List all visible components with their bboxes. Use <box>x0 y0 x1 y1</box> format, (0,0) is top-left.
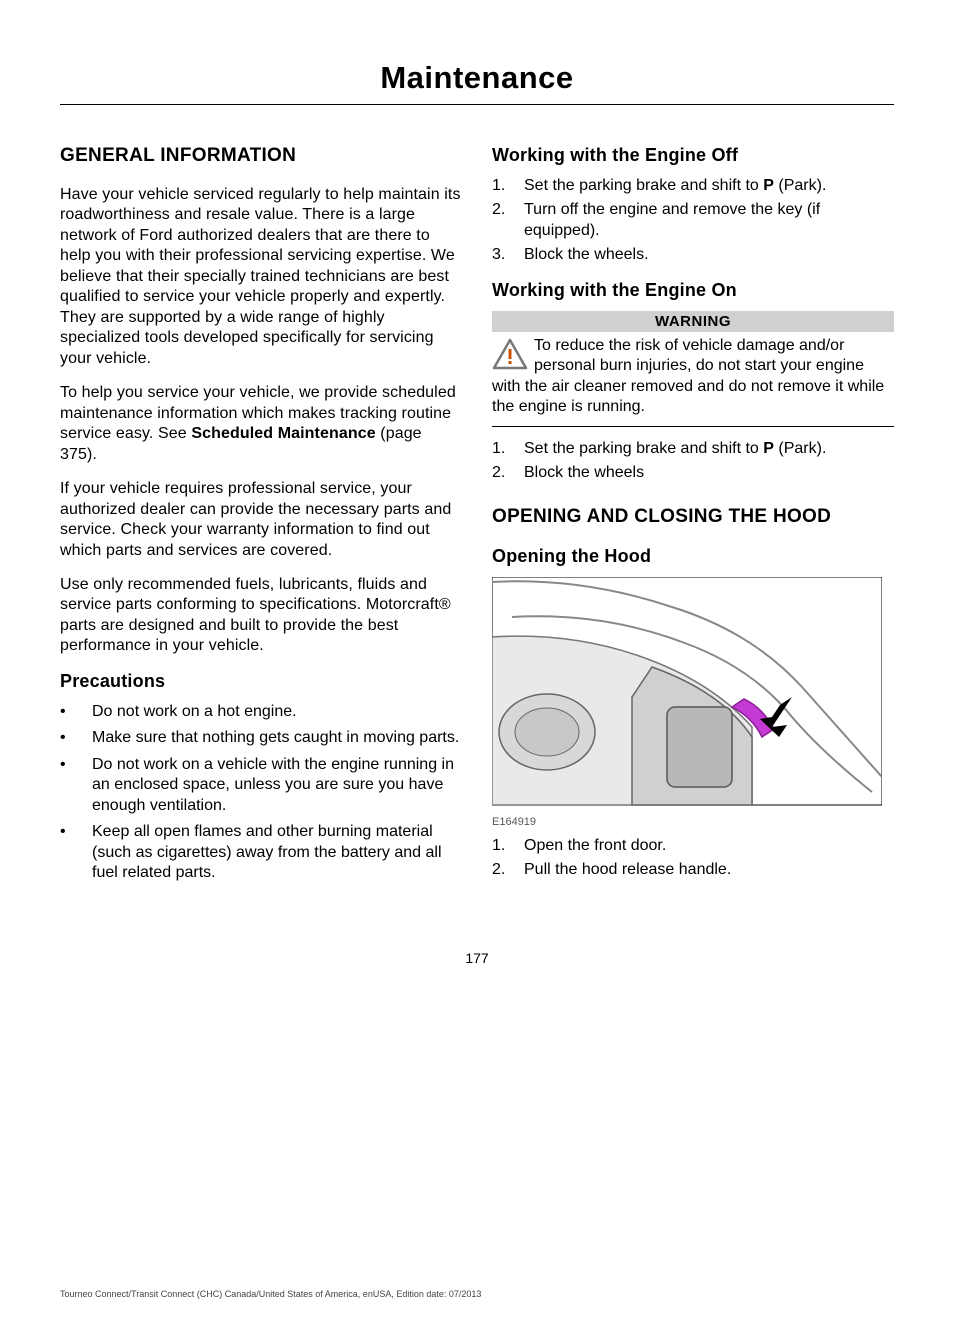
figure-id: E164919 <box>492 816 894 828</box>
warning-body: To reduce the risk of vehicle damage and… <box>492 332 894 427</box>
list-item: •Make sure that nothing gets caught in m… <box>60 728 462 748</box>
warning-text: To reduce the risk of vehicle damage and… <box>492 337 884 415</box>
list-item: 3.Block the wheels. <box>492 245 894 265</box>
bullet-icon: • <box>60 702 92 722</box>
section-hood: OPENING AND CLOSING THE HOOD <box>492 506 894 528</box>
step-text: Set the parking brake and shift to <box>524 177 763 194</box>
list-item-text: Turn off the engine and remove the key (… <box>524 200 894 241</box>
step-text: (Park). <box>774 440 826 457</box>
list-number: 2. <box>492 860 524 880</box>
list-item: •Do not work on a hot engine. <box>60 702 462 722</box>
scheduled-maintenance-link: Scheduled Maintenance <box>191 425 375 442</box>
list-item-text: Block the wheels. <box>524 245 894 265</box>
list-item-text: Make sure that nothing gets caught in mo… <box>92 728 462 748</box>
para-motorcraft: Use only recommended fuels, lubricants, … <box>60 575 462 657</box>
list-item: 2.Pull the hood release handle. <box>492 860 894 880</box>
list-number: 2. <box>492 200 524 241</box>
step-bold: P <box>763 177 774 194</box>
list-item: 1.Set the parking brake and shift to P (… <box>492 439 894 459</box>
section-general-information: GENERAL INFORMATION <box>60 145 462 167</box>
list-item: 2.Block the wheels <box>492 463 894 483</box>
left-column: GENERAL INFORMATION Have your vehicle se… <box>60 145 462 890</box>
chapter-title: Maintenance <box>60 60 894 105</box>
list-number: 1. <box>492 439 524 459</box>
list-item: •Keep all open flames and other burning … <box>60 822 462 883</box>
heading-engine-on: Working with the Engine On <box>492 280 894 301</box>
list-item-text: Do not work on a vehicle with the engine… <box>92 755 462 816</box>
page-number: 177 <box>60 950 894 966</box>
bullet-icon: • <box>60 755 92 816</box>
figure-hood-release <box>492 577 894 812</box>
engine-on-steps: 1.Set the parking brake and shift to P (… <box>492 439 894 484</box>
para-intro: Have your vehicle serviced regularly to … <box>60 185 462 369</box>
step-text: Set the parking brake and shift to <box>524 440 763 457</box>
list-item: 1.Open the front door. <box>492 836 894 856</box>
footer-text: Tourneo Connect/Transit Connect (CHC) Ca… <box>60 1289 481 1299</box>
precautions-list: •Do not work on a hot engine. •Make sure… <box>60 702 462 884</box>
list-item-text: Keep all open flames and other burning m… <box>92 822 462 883</box>
list-item-text: Set the parking brake and shift to P (Pa… <box>524 439 894 459</box>
para-professional: If your vehicle requires professional se… <box>60 479 462 561</box>
right-column: Working with the Engine Off 1.Set the pa… <box>492 145 894 890</box>
warning-label: WARNING <box>492 311 894 332</box>
heading-precautions: Precautions <box>60 671 462 692</box>
engine-off-steps: 1.Set the parking brake and shift to P (… <box>492 176 894 266</box>
list-number: 1. <box>492 836 524 856</box>
heading-opening-hood: Opening the Hood <box>492 546 894 567</box>
list-item: •Do not work on a vehicle with the engin… <box>60 755 462 816</box>
list-item-text: Open the front door. <box>524 836 894 856</box>
list-number: 2. <box>492 463 524 483</box>
para-scheduled: To help you service your vehicle, we pro… <box>60 383 462 465</box>
step-bold: P <box>763 440 774 457</box>
bullet-icon: • <box>60 822 92 883</box>
warning-triangle-icon <box>492 338 528 370</box>
list-item-text: Block the wheels <box>524 463 894 483</box>
hood-release-illustration <box>492 577 882 807</box>
bullet-icon: • <box>60 728 92 748</box>
list-item-text: Pull the hood release handle. <box>524 860 894 880</box>
list-number: 3. <box>492 245 524 265</box>
list-number: 1. <box>492 176 524 196</box>
list-item-text: Do not work on a hot engine. <box>92 702 462 722</box>
list-item-text: Set the parking brake and shift to P (Pa… <box>524 176 894 196</box>
heading-engine-off: Working with the Engine Off <box>492 145 894 166</box>
step-text: (Park). <box>774 177 826 194</box>
hood-steps: 1.Open the front door. 2.Pull the hood r… <box>492 836 894 881</box>
list-item: 1.Set the parking brake and shift to P (… <box>492 176 894 196</box>
list-item: 2.Turn off the engine and remove the key… <box>492 200 894 241</box>
